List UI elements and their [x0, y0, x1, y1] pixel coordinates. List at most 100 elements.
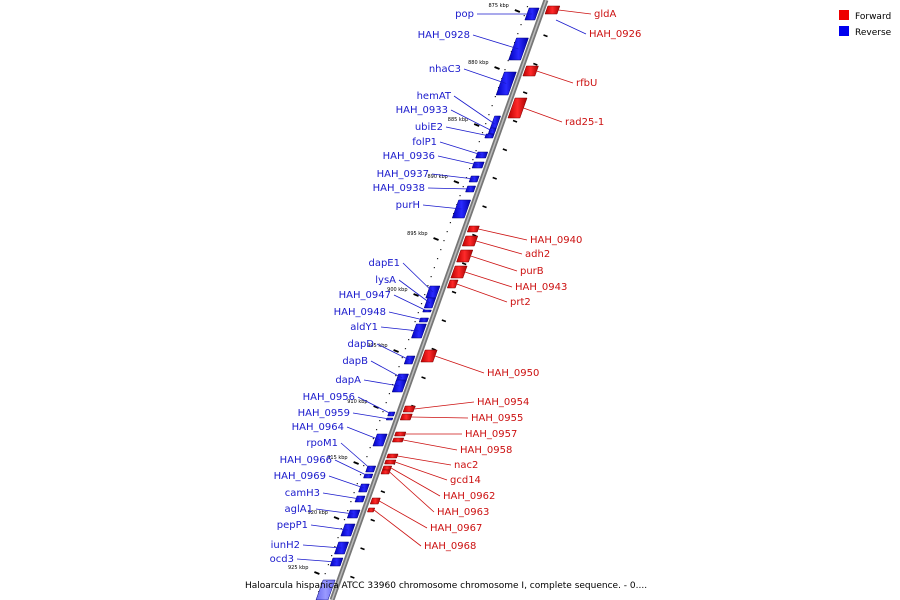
reverse-leader-line	[310, 524, 349, 531]
axis-dot	[459, 195, 461, 197]
forward-leader-line	[478, 228, 528, 241]
gene-label-dapb: dapB	[342, 356, 368, 367]
gene-label-hah-0958: HAH_0958	[460, 445, 512, 456]
tick-mark	[413, 293, 419, 297]
forward-gene-block	[369, 497, 381, 505]
axis-dot	[375, 429, 378, 431]
gene-label-pop: pop	[455, 9, 474, 20]
tick-label: 915 kbp	[327, 455, 347, 461]
reverse-leader-line	[445, 126, 490, 137]
tick-label: 905 kbp	[367, 343, 387, 349]
forward-leader-line	[379, 500, 428, 529]
reverse-leader-line	[393, 294, 428, 312]
axis-dot	[350, 501, 352, 503]
axis-dot	[507, 60, 509, 62]
gene-label-hah-0954: HAH_0954	[477, 397, 529, 408]
forward-leader-line	[464, 271, 513, 288]
reverse-leader-line	[439, 141, 482, 156]
forward-leader-line	[397, 455, 452, 466]
gene-label-hah-0950: HAH_0950	[487, 368, 539, 379]
gene-label-rad25-1: rad25-1	[565, 117, 604, 128]
gene-label-adh2: adh2	[525, 249, 550, 260]
gene-label-gcd14: gcd14	[450, 475, 481, 486]
gene-label-hah-0964: HAH_0964	[292, 422, 344, 433]
reverse-leader-line	[437, 155, 479, 166]
tick-mark	[353, 461, 360, 465]
minor-tick	[441, 319, 447, 323]
gene-label-hah-0957: HAH_0957	[465, 429, 517, 440]
reverse-leader-line	[402, 262, 434, 293]
gene-label-prt2: prt2	[510, 297, 531, 308]
reverse-leader-line	[322, 492, 361, 500]
axis-dot	[327, 564, 330, 566]
forward-leader-line	[555, 19, 587, 35]
legend-forward-label: Forward	[855, 12, 891, 22]
axis-dot	[334, 546, 336, 548]
gene-label-pepp1: pepP1	[277, 520, 308, 531]
forward-leader-line	[475, 240, 523, 255]
forward-gene-block	[446, 279, 459, 289]
gene-label-dapa: dapA	[335, 375, 361, 386]
reverse-gene-block	[495, 71, 517, 96]
axis-dot	[526, 6, 529, 8]
gene-label-rpom1: rpoM1	[306, 438, 338, 449]
axis-dot	[491, 105, 493, 107]
forward-gene-block	[391, 437, 405, 443]
forward-leader-line	[414, 401, 475, 410]
axis-dot	[488, 114, 490, 116]
forward-gene-block	[399, 413, 413, 421]
axis-dot	[379, 420, 381, 422]
axis-dot	[478, 141, 480, 143]
axis-dot	[420, 303, 423, 305]
forward-leader-line	[389, 471, 435, 513]
forward-gene-block	[522, 65, 539, 77]
forward-gene-block	[456, 249, 474, 263]
gene-label-hah-0943: HAH_0943	[515, 282, 567, 293]
forward-leader-line	[470, 255, 518, 272]
reverse-leader-line	[450, 109, 493, 132]
axis-dot	[414, 321, 416, 323]
axis-dot	[337, 537, 339, 539]
reverse-leader-line	[315, 508, 354, 515]
reverse-leader-line	[328, 475, 365, 489]
minor-tick	[350, 575, 355, 579]
reverse-gene-block	[315, 579, 336, 600]
forward-gene-block	[394, 431, 407, 437]
gene-label-hah-0959: HAH_0959	[298, 408, 350, 419]
tick-mark	[453, 180, 460, 184]
axis-dot	[485, 123, 487, 125]
axis-dot	[340, 528, 342, 530]
gene-label-dapd: dapD	[347, 339, 374, 350]
gene-label-camh3: camH3	[285, 488, 320, 499]
tick-label: 900 kbp	[387, 287, 407, 293]
gene-label-hah-0963: HAH_0963	[437, 507, 489, 518]
minor-tick	[543, 34, 548, 38]
gene-label-hemat: hemAT	[417, 91, 452, 102]
forward-gene-block	[544, 5, 561, 15]
gene-label-iunh2: iunH2	[271, 540, 300, 551]
axis-dot	[366, 456, 368, 458]
tick-mark	[473, 123, 480, 127]
minor-tick	[380, 490, 386, 494]
minor-tick	[502, 148, 508, 152]
forward-gene-block	[384, 459, 397, 465]
gene-label-hah-0938: HAH_0938	[373, 183, 425, 194]
tick-label: 910 kbp	[347, 399, 367, 405]
gene-labels: pop HAH_0928 nhaC3 hemAT HAH_0933 ubiE2 folP1 H…	[270, 9, 642, 565]
axis-dot	[523, 15, 525, 17]
legend-forward-swatch	[839, 10, 849, 20]
axis-dot	[408, 339, 410, 341]
reverse-leader-line	[296, 558, 337, 563]
forward-gene-block	[381, 465, 393, 471]
reverse-leader-line	[427, 187, 471, 190]
tick-mark	[333, 516, 340, 520]
scale-ticks: 875 kbp 880 kbp 885 kbp 890 kbp 895 kbp 900 k…	[288, 3, 548, 579]
axis-dot	[494, 96, 496, 98]
axis-dot	[481, 132, 484, 134]
axis-dot	[356, 483, 358, 485]
axis-dot	[475, 150, 477, 152]
axis-dot	[372, 438, 374, 440]
axis-dot	[469, 168, 471, 170]
axis-dot	[324, 573, 326, 575]
axis-dot	[427, 285, 429, 287]
